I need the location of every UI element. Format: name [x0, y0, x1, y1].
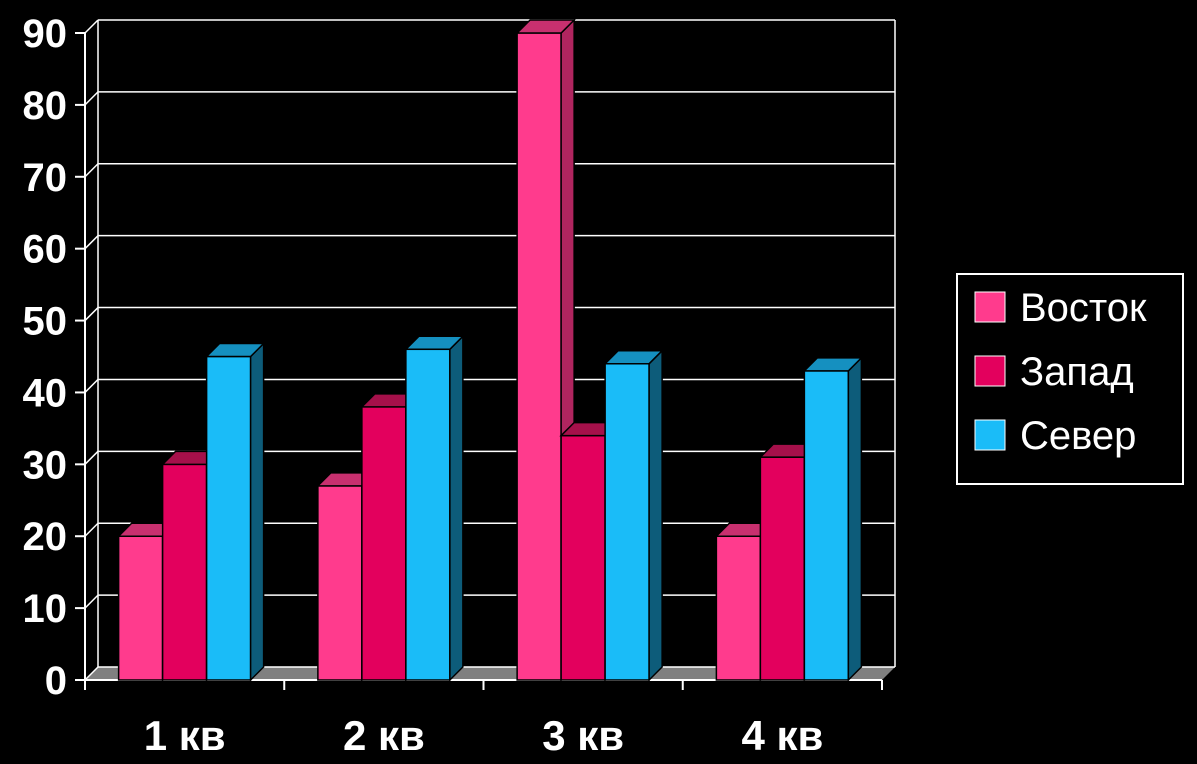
bar — [802, 356, 864, 682]
gridline-depth — [84, 666, 99, 681]
y-tick-label: 90 — [23, 12, 68, 56]
chart-floor — [85, 667, 895, 680]
bar — [204, 341, 266, 682]
bar-top — [603, 349, 664, 365]
bar-front — [759, 456, 806, 681]
legend-swatch — [974, 419, 1006, 451]
gridline-depth — [84, 522, 99, 537]
legend-swatch — [974, 291, 1006, 323]
legend-box — [956, 273, 1184, 485]
legend-swatch — [974, 355, 1006, 387]
y-tick-label: 70 — [23, 156, 68, 200]
bar-side — [449, 334, 464, 682]
gridline-depth — [84, 450, 99, 465]
bar-front — [117, 535, 164, 681]
bar-top — [204, 342, 266, 358]
legend-label: Восток — [1020, 286, 1147, 330]
bar-front — [361, 406, 407, 681]
bar-front — [715, 535, 762, 681]
gridline-depth — [84, 235, 99, 250]
bar-front — [205, 355, 252, 681]
gridline-depth — [84, 307, 99, 322]
bars — [116, 18, 864, 682]
y-tick-label: 0 — [45, 659, 67, 703]
bar-front — [317, 485, 363, 681]
x-tick-label: 4 кв — [741, 712, 823, 759]
bar-front — [560, 434, 606, 681]
y-tick-label: 60 — [23, 228, 68, 272]
gridline-depth — [84, 594, 99, 609]
y-tick-label: 20 — [23, 515, 68, 559]
gridline-depth — [84, 19, 99, 34]
legend-label: Запад — [1020, 350, 1134, 394]
bar-top — [404, 335, 465, 351]
legend: Восток Запад Север — [956, 273, 1184, 485]
bar-side — [249, 341, 265, 682]
gridline-depth — [84, 163, 99, 178]
bar-side — [648, 348, 663, 682]
y-tick-label: 80 — [23, 84, 68, 128]
bar-front — [516, 32, 562, 681]
bar-top — [515, 19, 576, 34]
y-tick-label: 50 — [23, 300, 68, 344]
bar — [603, 348, 664, 682]
y-tick-label: 30 — [23, 443, 68, 487]
bar-top — [802, 357, 864, 372]
y-tick-label: 40 — [23, 371, 68, 415]
y-tick-label: 10 — [23, 587, 68, 631]
bar-front — [604, 362, 650, 681]
gridline-depth — [84, 378, 99, 393]
axis-labels: 0 10 20 30 40 50 60 70 80 90 1 кв 2 кв 3 кв 4 кв — [23, 12, 824, 759]
x-tick-label: 2 кв — [343, 712, 425, 759]
bar-front — [405, 348, 451, 681]
legend-label: Север — [1020, 414, 1136, 458]
gridline-depth — [84, 91, 99, 106]
bar-front — [161, 463, 208, 681]
x-tick-label: 3 кв — [542, 712, 624, 759]
x-tick-label: 1 кв — [144, 712, 226, 759]
bar — [404, 334, 465, 682]
bar-front — [803, 370, 850, 681]
bar-side — [847, 356, 863, 682]
